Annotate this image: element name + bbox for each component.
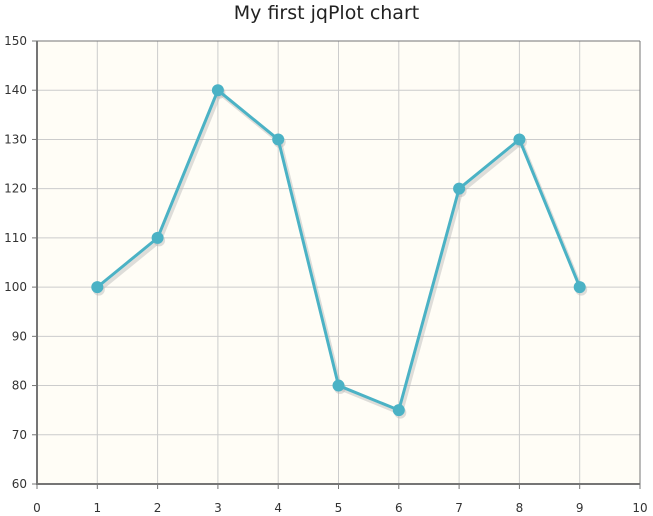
x-tick-label: 10	[632, 501, 647, 515]
x-tick-label: 5	[335, 501, 343, 515]
data-point	[453, 182, 466, 195]
y-axis-ticks: 60 70 80 90 100 110 120 130 140 150	[4, 34, 37, 491]
data-point	[573, 281, 586, 294]
x-tick-label: 8	[516, 501, 524, 515]
y-tick-label: 140	[4, 83, 27, 97]
grid-lines	[37, 41, 640, 484]
x-tick-label: 6	[395, 501, 403, 515]
y-tick-label: 120	[4, 182, 27, 196]
y-tick-label: 150	[4, 34, 27, 48]
y-tick-label: 70	[12, 428, 27, 442]
x-axis-ticks: 0 1 2 3 4 5 6 7 8 9 10	[33, 484, 648, 515]
y-tick-label: 80	[12, 379, 27, 393]
data-point	[91, 281, 104, 294]
x-tick-label: 9	[576, 501, 584, 515]
data-point	[392, 404, 405, 417]
y-tick-label: 130	[4, 132, 27, 146]
x-tick-label: 7	[455, 501, 463, 515]
x-tick-label: 1	[93, 501, 101, 515]
chart-title: My first jqPlot chart	[233, 2, 420, 24]
data-point	[151, 231, 164, 244]
x-tick-label: 4	[274, 501, 282, 515]
series	[91, 84, 586, 417]
x-tick-label: 2	[154, 501, 162, 515]
data-point	[211, 84, 224, 97]
data-point	[272, 133, 285, 146]
x-tick-label: 0	[33, 501, 41, 515]
y-tick-label: 110	[4, 231, 27, 245]
data-point	[513, 133, 526, 146]
y-tick-label: 100	[4, 280, 27, 294]
y-tick-label: 60	[12, 477, 27, 491]
data-point	[332, 379, 345, 392]
x-tick-label: 3	[214, 501, 222, 515]
y-tick-label: 90	[12, 329, 27, 343]
